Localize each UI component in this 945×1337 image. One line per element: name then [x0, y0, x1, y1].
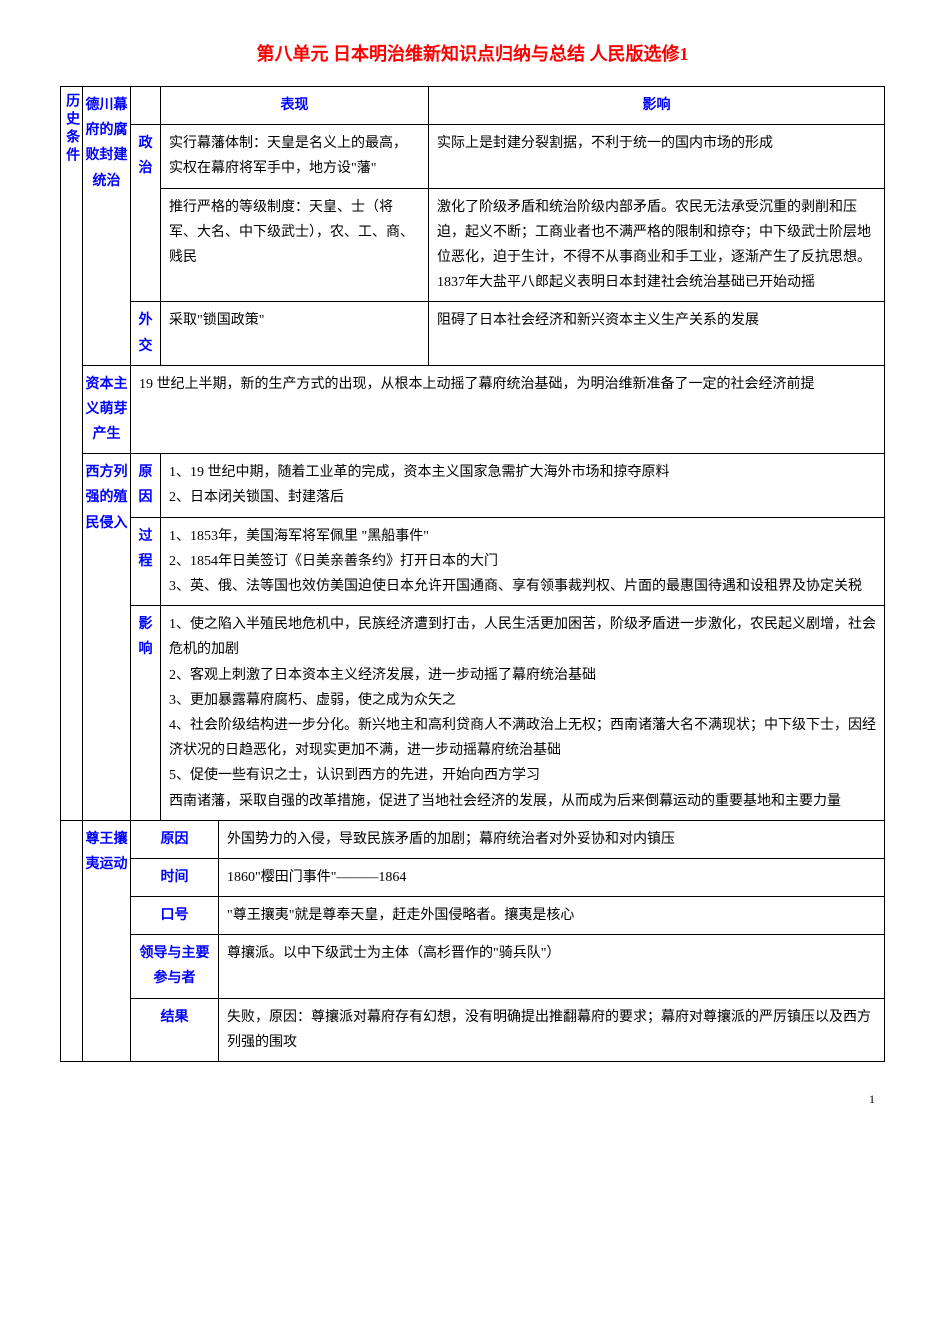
root-category: 历史条件	[61, 87, 83, 821]
s3-sub1: 过程	[131, 517, 161, 606]
s1-p1-left: 推行严格的等级制度：天皇、士（将军、大名、中下级武士），农、工、商、贱民	[161, 188, 429, 302]
section1-sub-politics: 政治	[131, 125, 161, 302]
s1-d-left: 采取"锁国政策"	[161, 302, 429, 365]
s1-d-right: 阻碍了日本社会经济和新兴资本主义生产关系的发展	[429, 302, 885, 365]
page-number: 1	[60, 1092, 885, 1107]
main-table: 历史条件德川幕府的腐败封建统治表现影响政治实行幕藩体制：天皇是名义上的最高，实权…	[60, 86, 885, 1062]
section2-content: 19 世纪上半期，新的生产方式的出现，从根本上动摇了幕府统治基础，为明治维新准备…	[131, 365, 885, 454]
s4-sub-4: 结果	[131, 998, 219, 1061]
s4-sub-3: 领导与主要参与者	[131, 935, 219, 998]
s3-sub0: 原因	[131, 454, 161, 517]
header-col2: 影响	[429, 87, 885, 125]
s4-sub-0: 原因	[131, 820, 219, 858]
s3-sub2: 影响	[131, 606, 161, 821]
s3-c2: 1、使之陷入半殖民地危机中，民族经济遭到打击，人民生活更加困苦，阶级矛盾进一步激…	[161, 606, 885, 821]
empty-sub	[131, 87, 161, 125]
s4-sub-1: 时间	[131, 858, 219, 896]
s1-p0-right: 实际上是封建分裂割据，不利于统一的国内市场的形成	[429, 125, 885, 188]
s4-c-2: "尊王攘夷"就是尊奉天皇，赶走外国侵略者。攘夷是核心	[219, 897, 885, 935]
s4-sub-2: 口号	[131, 897, 219, 935]
page-title: 第八单元 日本明治维新知识点归纳与总结 人民版选修1	[60, 40, 885, 66]
s3-c0: 1、19 世纪中期，随着工业革的完成，资本主义国家急需扩大海外市场和掠夺原料 2…	[161, 454, 885, 517]
section4-label: 尊王攘夷运动	[83, 820, 131, 1061]
s4-c-3: 尊攘派。以中下级武士为主体（高杉晋作的"骑兵队"）	[219, 935, 885, 998]
s1-p1-right: 激化了阶级矛盾和统治阶级内部矛盾。农民无法承受沉重的剥削和压迫，起义不断；工商业…	[429, 188, 885, 302]
s4-c-0: 外国势力的入侵，导致民族矛盾的加剧；幕府统治者对外妥协和对内镇压	[219, 820, 885, 858]
header-col1: 表现	[161, 87, 429, 125]
empty-root-s4	[61, 820, 83, 1061]
section2-label: 资本主义萌芽产生	[83, 365, 131, 454]
s3-c1: 1、1853年，美国海军将军佩里 "黑船事件" 2、1854年日美签订《日美亲善…	[161, 517, 885, 606]
section1-sub-diplomacy: 外交	[131, 302, 161, 365]
section3-label: 西方列强的殖民侵入	[83, 454, 131, 820]
s1-p0-left: 实行幕藩体制：天皇是名义上的最高，实权在幕府将军手中，地方设"藩"	[161, 125, 429, 188]
s4-c-1: 1860"樱田门事件"———1864	[219, 858, 885, 896]
s4-c-4: 失败，原因：尊攘派对幕府存有幻想，没有明确提出推翻幕府的要求；幕府对尊攘派的严厉…	[219, 998, 885, 1061]
section1-label: 德川幕府的腐败封建统治	[83, 87, 131, 366]
